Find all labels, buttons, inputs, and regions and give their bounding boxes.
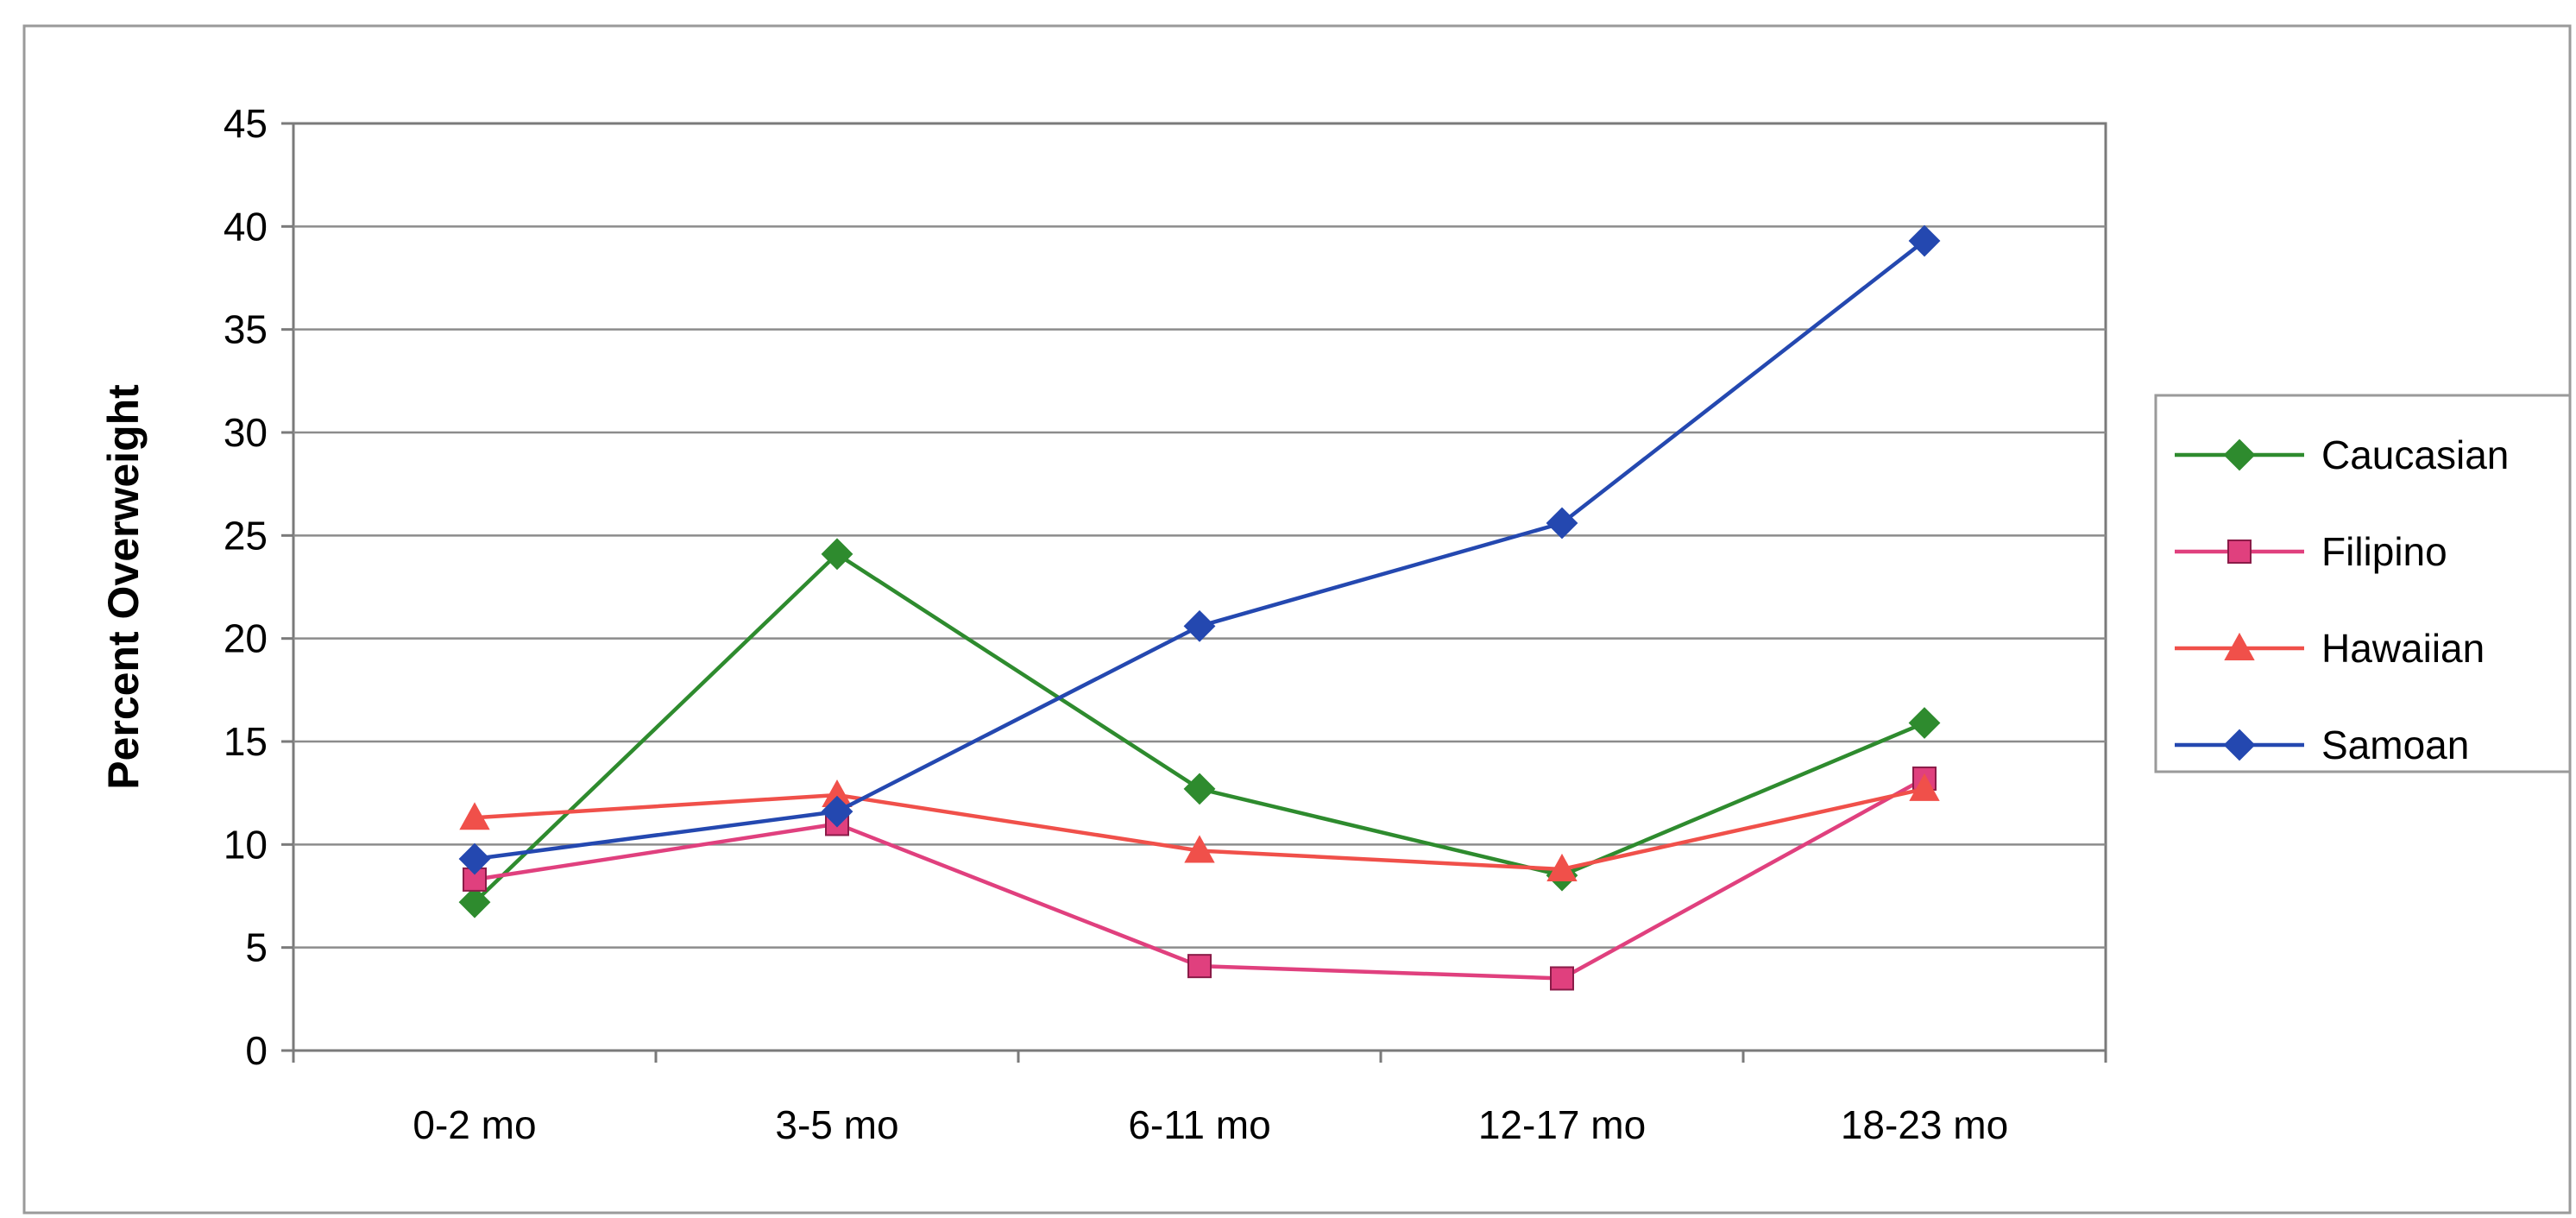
legend-label-samoan: Samoan: [2321, 723, 2469, 767]
legend-marker-caucasian: [2223, 439, 2256, 471]
series-filipino: [463, 766, 1937, 991]
y-tick-label: 0: [245, 1028, 268, 1073]
x-tick-label: 12-17 mo: [1478, 1102, 1646, 1147]
y-tick-label: 15: [224, 719, 268, 764]
y-tick-label: 30: [224, 410, 268, 455]
data-point-samoan: [458, 843, 491, 875]
x-tick-label: 3-5 mo: [775, 1102, 898, 1147]
data-point-hawaiian: [459, 802, 490, 830]
legend-box: [2154, 394, 2572, 773]
series-group: [458, 224, 1941, 991]
legend-marker-filipino: [2227, 540, 2252, 564]
y-tick-label: 25: [224, 513, 268, 558]
data-point-samoan: [821, 795, 853, 828]
series-hawaiian: [459, 773, 1940, 881]
data-point-samoan: [1183, 609, 1216, 642]
y-tick-label: 5: [245, 925, 268, 970]
data-point-caucasian: [821, 538, 853, 571]
data-point-hawaiian: [1546, 853, 1578, 881]
data-point-samoan: [1908, 224, 1941, 257]
legend-label-hawaiian: Hawaiian: [2321, 626, 2485, 671]
y-tick-label: 40: [224, 204, 268, 249]
data-point-caucasian: [1183, 773, 1216, 805]
y-tick-label: 45: [224, 101, 268, 146]
data-point-filipino: [1550, 966, 1574, 991]
legend-label-filipino: Filipino: [2321, 529, 2447, 574]
legend-item-caucasian: Caucasian: [2175, 432, 2509, 477]
data-point-hawaiian: [1909, 773, 1940, 801]
data-point-samoan: [1546, 507, 1578, 540]
data-point-hawaiian: [1184, 835, 1215, 863]
x-tick-label: 0-2 mo: [413, 1102, 536, 1147]
series-samoan: [458, 224, 1941, 875]
axes: 0 5 10 15 20 25 30 35 40 45 0-2 mo 3-5 mo 6-11 mo 12-…: [224, 101, 2107, 1147]
y-tick-label: 35: [224, 307, 268, 352]
y-axis-title: Percent Overweight: [99, 384, 148, 790]
plot-area: [292, 122, 2107, 1052]
legend-marker-hawaiian: [2224, 632, 2255, 660]
y-tick-label: 20: [224, 616, 268, 661]
x-tick-label: 6-11 mo: [1128, 1102, 1270, 1147]
legend: Caucasian Filipino Hawaiian Samoan: [2154, 394, 2572, 773]
legend-item-samoan: Samoan: [2175, 723, 2469, 767]
data-point-caucasian: [458, 886, 491, 918]
data-point-caucasian: [1908, 707, 1941, 739]
legend-label-caucasian: Caucasian: [2321, 432, 2509, 477]
legend-item-hawaiian: Hawaiian: [2175, 626, 2485, 671]
legend-marker-samoan: [2223, 729, 2256, 761]
legend-item-filipino: Filipino: [2175, 529, 2447, 574]
data-point-filipino: [1187, 954, 1212, 979]
y-tick-label: 10: [224, 822, 268, 867]
x-tick-label: 18-23 mo: [1841, 1102, 2008, 1147]
